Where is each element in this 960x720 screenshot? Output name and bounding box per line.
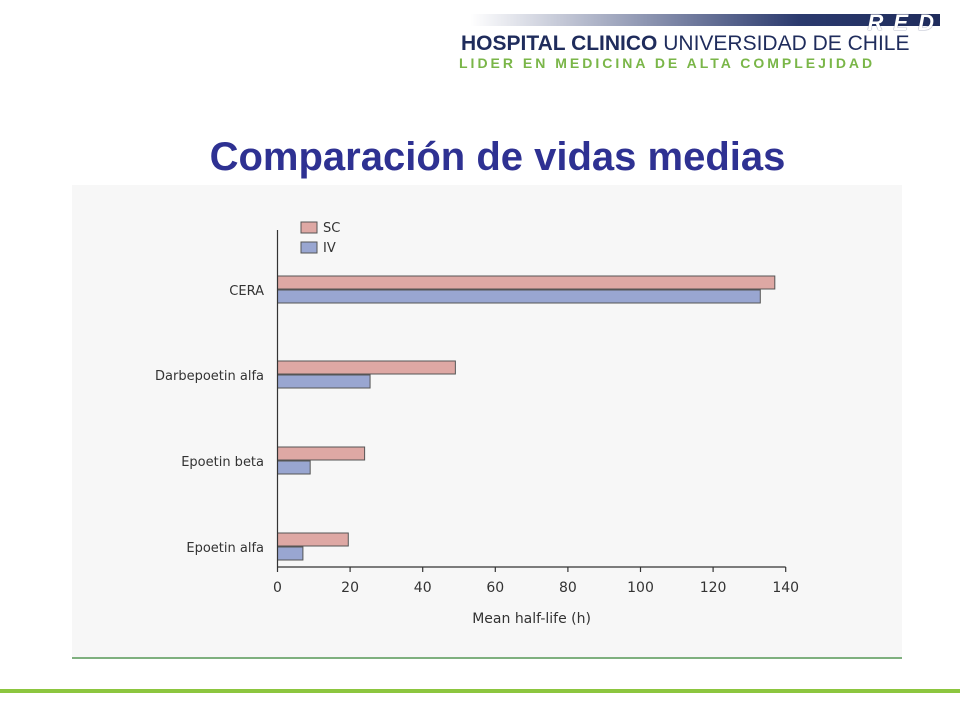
legend-label-iv: IV xyxy=(323,241,336,256)
category-label-3: Epoetin alfa xyxy=(186,541,264,556)
logo-banner xyxy=(470,14,940,26)
x-tick-label-6: 120 xyxy=(700,580,727,596)
half-life-chart: CERA Darbepoetin alfa Epoetin beta Epoetin … xyxy=(155,221,799,627)
x-tick-label-5: 100 xyxy=(627,580,654,596)
x-tick-label-0: 0 xyxy=(273,580,282,596)
bar-iv-1 xyxy=(277,374,371,389)
bar-iv-2 xyxy=(277,460,311,475)
logo-hospital-name: HOSPITAL CLINICO UNIVERSIDAD DE CHILE xyxy=(461,32,909,56)
bottom-band xyxy=(0,689,960,693)
bar-sc-2 xyxy=(277,446,366,461)
legend-swatch-sc xyxy=(300,221,318,234)
x-tick-label-7: 140 xyxy=(772,580,799,596)
x-tick-label-4: 80 xyxy=(559,580,577,596)
x-tick-label-3: 60 xyxy=(486,580,504,596)
bar-iv-0 xyxy=(277,289,761,304)
x-axis-title: Mean half-life (h) xyxy=(472,611,591,627)
logo-name-rest: UNIVERSIDAD DE CHILE xyxy=(663,32,910,55)
logo-name-bold: HOSPITAL CLINICO xyxy=(461,32,658,55)
x-tick-label-2: 40 xyxy=(414,580,432,596)
legend-swatch-iv xyxy=(300,241,318,254)
separator-line xyxy=(72,657,902,659)
logo-tagline: LIDER EN MEDICINA DE ALTA COMPLEJIDAD xyxy=(459,55,876,71)
bar-sc-0 xyxy=(277,275,776,290)
logo-red-text: RED xyxy=(867,10,944,35)
chart-panel: CERA Darbepoetin alfa Epoetin beta Epoetin … xyxy=(72,185,902,657)
bar-iv-3 xyxy=(277,546,304,561)
category-label-2: Epoetin beta xyxy=(181,455,264,470)
hospital-logo: RED HOSPITAL CLINICO UNIVERSIDAD DE CHIL… xyxy=(455,10,950,87)
bar-sc-3 xyxy=(277,532,349,547)
legend-label-sc: SC xyxy=(323,221,340,236)
slide-title: Comparación de vidas medias xyxy=(209,135,786,179)
category-label-0: CERA xyxy=(229,284,264,299)
bar-sc-1 xyxy=(277,360,456,375)
x-tick-label-1: 20 xyxy=(341,580,359,596)
category-label-1: Darbepoetin alfa xyxy=(155,369,264,384)
